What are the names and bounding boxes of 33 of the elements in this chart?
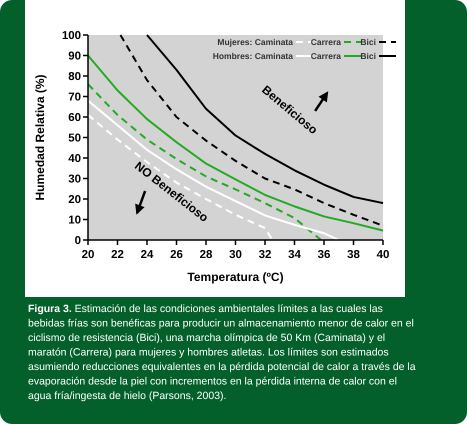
x-tick-label: 28: [200, 249, 213, 261]
y-tick-label: 80: [68, 71, 81, 83]
x-tick-label: 40: [376, 249, 390, 261]
text: Figura 3. Estimación de las condiciones ambientales límites a las cuales las bebidas frías son benéficas para producir un almacenamiento menor de calor en el ciclismo de resistencia (Bici), una marcha olímpica de 50 Km (Caminata) y el maratón (Carrera) para mujeres y hombres atletas. Los límites son estimados asumiendo reducciones equivalentes en la pérdida potencial de calor a través de la evaporación desde la piel con incrementos en la pérdida interna de calor con el agua fría/ingesta de hielo (Parsons, 2003).: [28, 303, 416, 402]
legend-label: Hombres: Caminata: [212, 51, 294, 61]
line-series: [87, 83, 322, 241]
legend-label: Bici: [360, 37, 376, 47]
y-axis-title: Humedad Relativa (%): [33, 74, 47, 201]
x-tick-label: 32: [258, 249, 272, 261]
y-tick-label: 0: [74, 235, 81, 247]
line-series: [87, 54, 384, 232]
y-tick-label: 60: [68, 112, 81, 124]
legend-label: Mujeres: Caminata: [217, 37, 294, 47]
x-tick-label: 22: [111, 249, 124, 261]
y-tick-label: 40: [68, 153, 81, 165]
y-tick-label: 70: [68, 92, 81, 104]
y-tick-label: 100: [62, 30, 81, 42]
legend-label: Bici: [360, 51, 376, 61]
x-axis-title: Temperatura (ºC): [187, 270, 284, 284]
x-tick-label: 30: [229, 249, 242, 261]
y-tick-label: 20: [68, 194, 81, 206]
y-tick-label: 50: [68, 132, 81, 144]
x-tick-label: 20: [82, 249, 94, 261]
x-tick-label: 34: [288, 249, 302, 261]
legend-label: Carrera: [310, 37, 342, 47]
y-tick-label: 30: [68, 174, 81, 186]
x-tick-label: 24: [140, 249, 154, 261]
y-tick-label: 10: [68, 214, 81, 226]
x-tick-label: 38: [347, 249, 360, 261]
x-tick-label: 26: [170, 249, 183, 261]
y-tick-label: 90: [68, 50, 81, 62]
legend-label: Carrera: [310, 51, 342, 61]
x-tick-label: 36: [318, 249, 330, 261]
